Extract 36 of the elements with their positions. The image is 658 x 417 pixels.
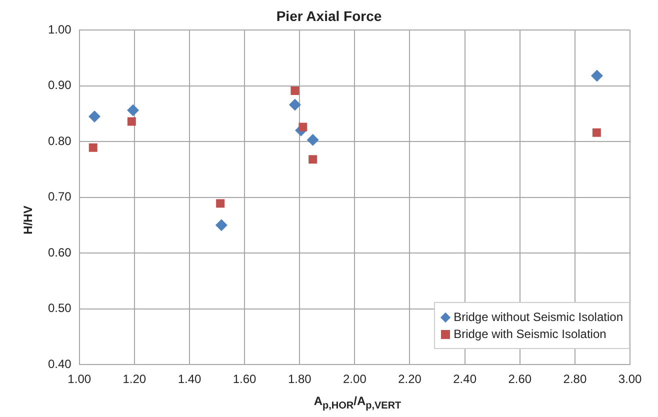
x-tick-label: 3.00 (618, 372, 642, 386)
point (290, 86, 300, 96)
y-tick-label: 0.70 (48, 190, 72, 204)
x-tick-label: 2.00 (343, 372, 367, 386)
y-tick-label: 1.00 (48, 22, 72, 36)
legend-label: Bridge with Seismic Isolation (454, 327, 606, 341)
point (306, 134, 319, 146)
y-tick-label: 0.80 (48, 134, 72, 148)
y-tick-label: 0.50 (48, 301, 72, 316)
point (88, 143, 98, 152)
x-tick-label: 2.20 (398, 372, 422, 386)
x-tick-label: 2.40 (453, 372, 477, 386)
x-tick-label: 1.60 (232, 372, 257, 386)
y-tick-label: 0.90 (48, 78, 72, 92)
point (215, 219, 228, 232)
point (88, 110, 100, 122)
x-axis-title: A$_{p,HOR}$/A$_{p,VERT}$ (312, 394, 402, 412)
point (288, 98, 301, 111)
point (127, 117, 136, 126)
x-tick-label: 1.80 (288, 372, 312, 386)
point (590, 70, 603, 82)
y-axis-title: H/HV (21, 204, 35, 236)
point (216, 199, 225, 208)
x-tick-label: 1.00 (68, 372, 92, 386)
point (127, 104, 140, 116)
point (592, 128, 601, 137)
x-tick-label: 1.20 (122, 372, 146, 386)
x-tick-label: 1.40 (178, 372, 202, 386)
chart-title: Pier Axial Force (275, 8, 383, 24)
point (298, 122, 308, 132)
point (308, 155, 318, 164)
y-tick-label: 0.60 (48, 245, 72, 260)
legend-label: Bridge without Seismic Isolation (454, 310, 623, 324)
x-tick-label: 2.60 (508, 372, 532, 386)
x-tick-label: 2.80 (563, 372, 587, 386)
y-tick-label: 0.40 (48, 356, 72, 371)
